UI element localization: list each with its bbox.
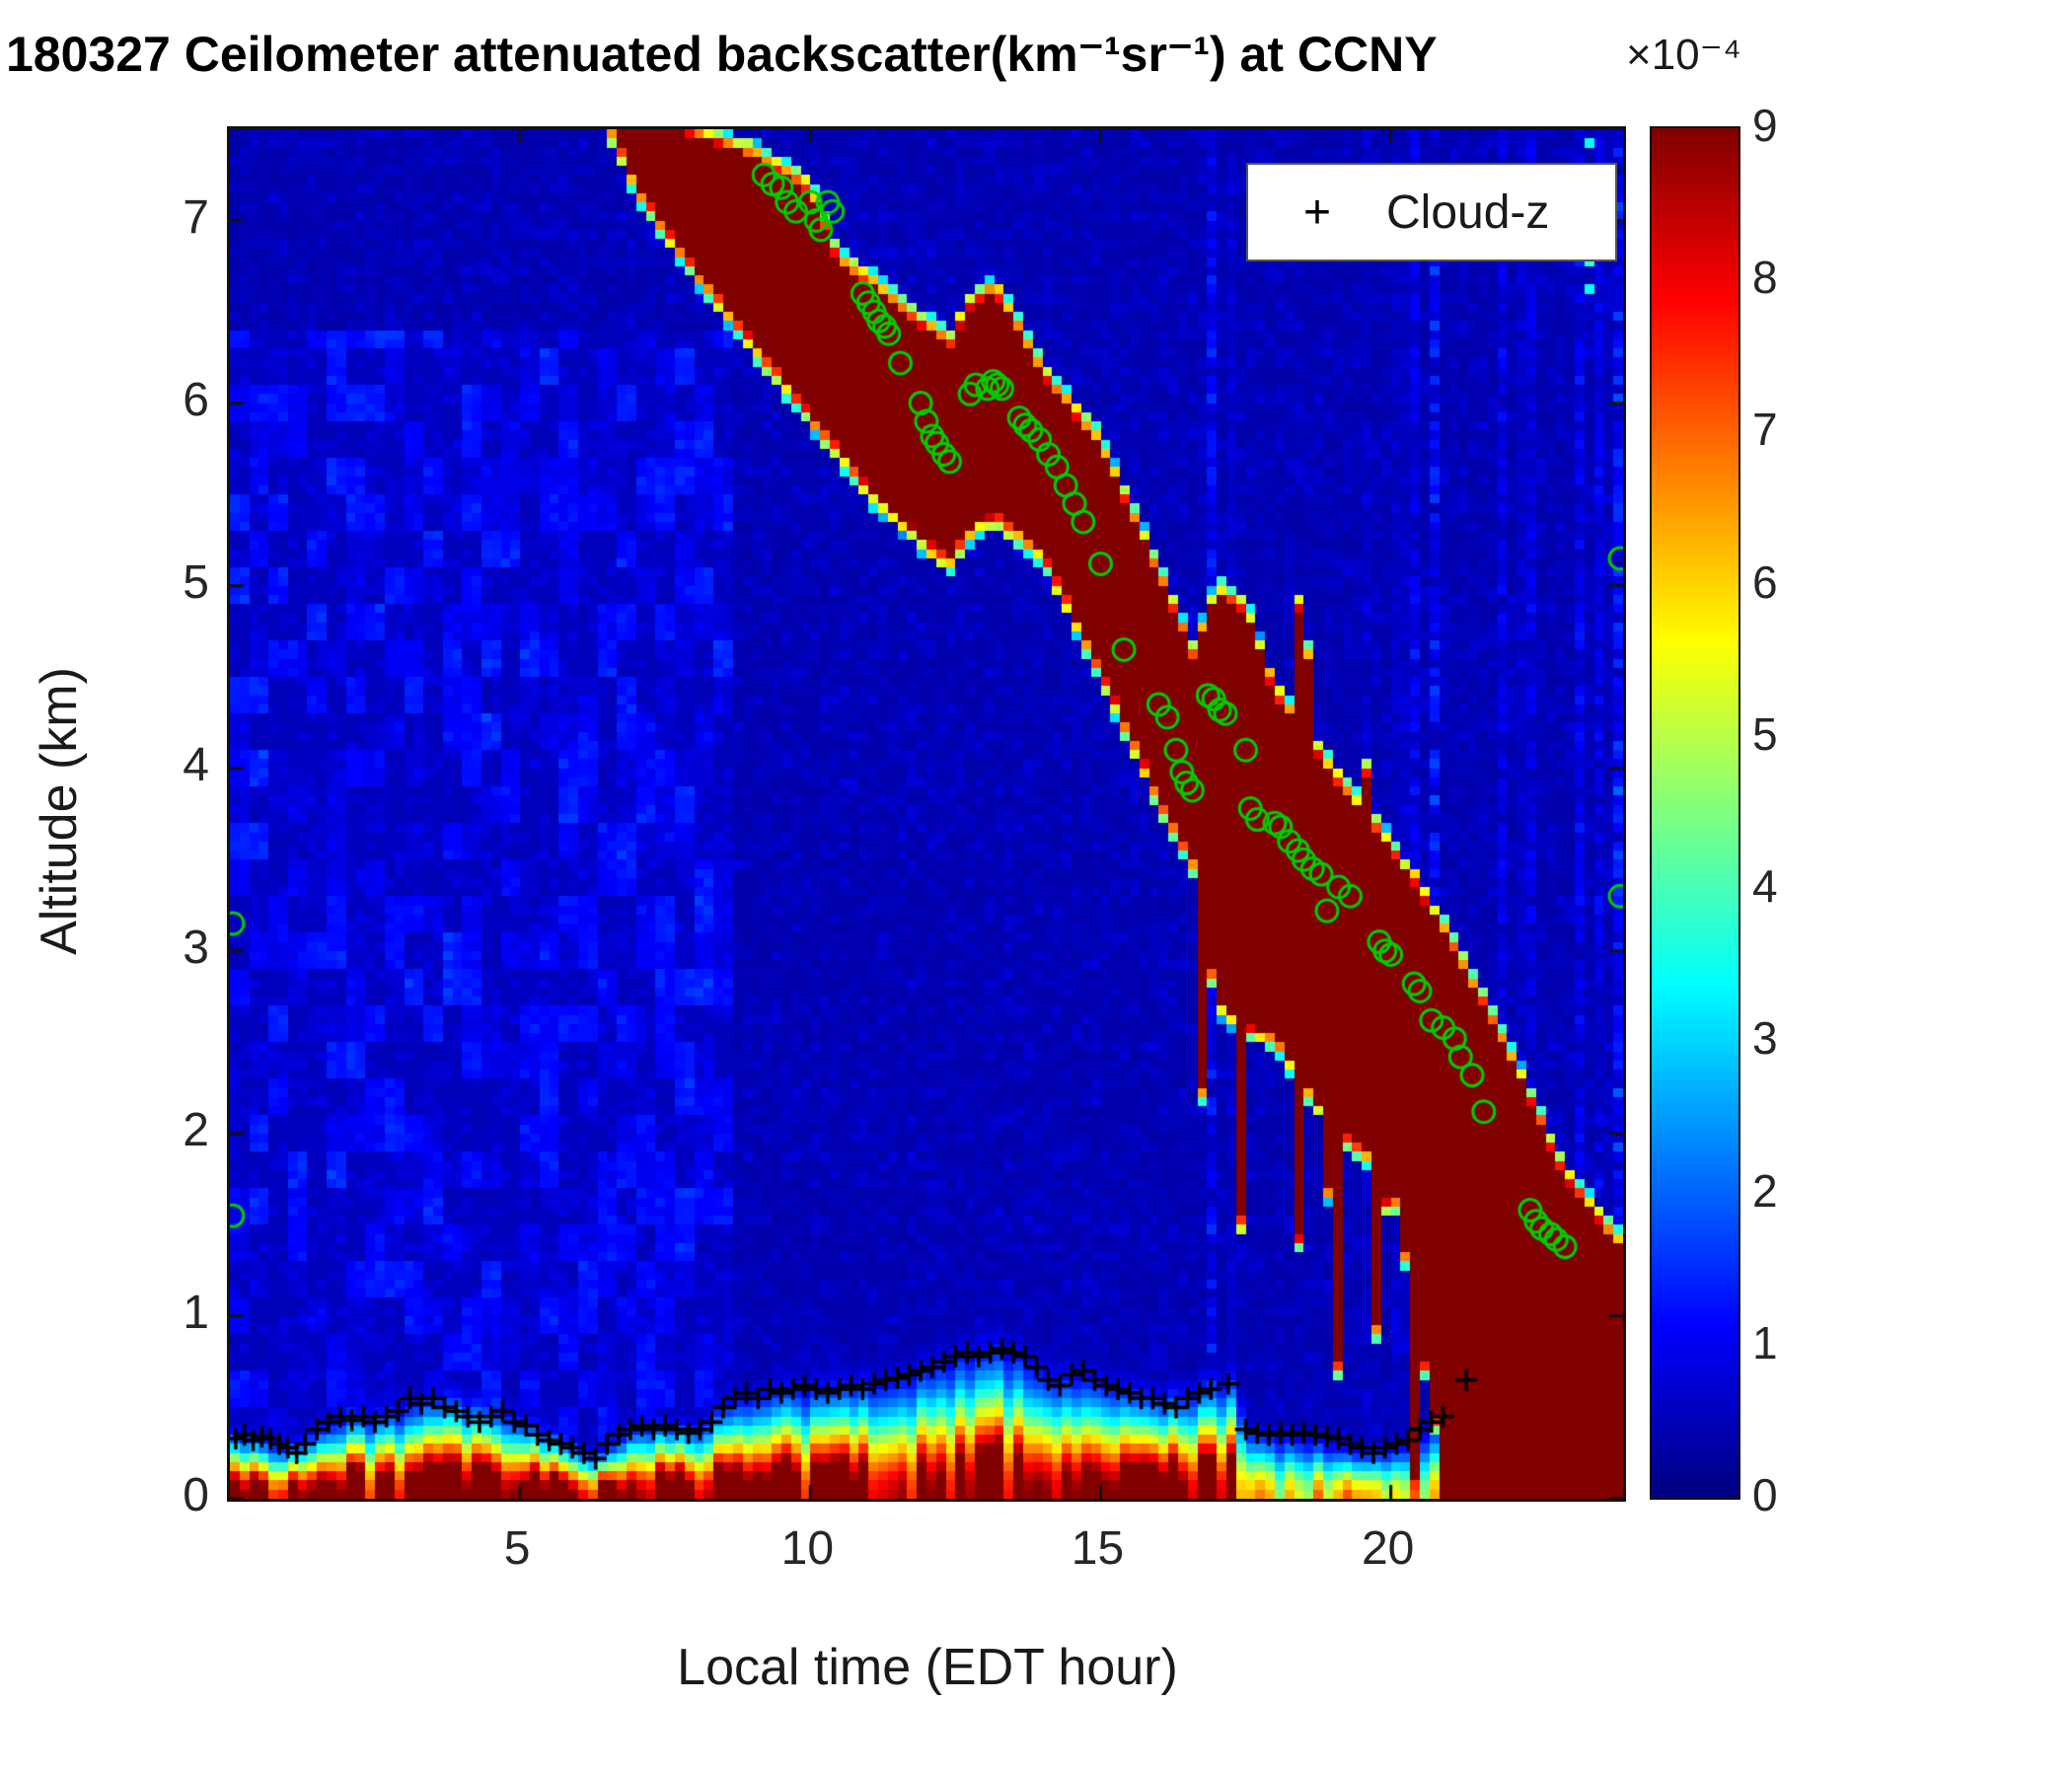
heatmap-canvas bbox=[230, 129, 1623, 1499]
legend-label: Cloud-z bbox=[1386, 185, 1550, 239]
y-tick-label: 1 bbox=[183, 1286, 209, 1339]
legend-plus-marker-icon: + bbox=[1302, 185, 1332, 239]
y-tick-label: 2 bbox=[183, 1103, 209, 1156]
colorbar-tick-label: 0 bbox=[1752, 1469, 1778, 1520]
legend: + Cloud-z bbox=[1246, 163, 1617, 261]
colorbar-tick-label: 5 bbox=[1752, 707, 1778, 760]
plot-area: + Cloud-z bbox=[227, 126, 1626, 1502]
y-tick-label: 6 bbox=[183, 373, 209, 426]
x-tick-label: 10 bbox=[780, 1522, 835, 1575]
colorbar-tick-label: 6 bbox=[1752, 555, 1778, 608]
colorbar-tick-label: 8 bbox=[1752, 252, 1778, 304]
colorbar-tick-label: 3 bbox=[1752, 1012, 1778, 1065]
colorbar-tick-label: 2 bbox=[1752, 1164, 1778, 1217]
colorbar-tick-label: 9 bbox=[1752, 100, 1778, 151]
y-tick-label: 0 bbox=[183, 1469, 209, 1521]
x-tick-label: 5 bbox=[503, 1522, 531, 1575]
colorbar-tick-label: 7 bbox=[1752, 404, 1778, 456]
colorbar-scale-label: ×10⁻⁴ bbox=[1626, 31, 1741, 79]
y-tick-label: 7 bbox=[183, 190, 209, 244]
x-tick-label: 20 bbox=[1361, 1522, 1415, 1575]
colorbar-canvas bbox=[1652, 128, 1739, 1498]
chart-title: 180327 Ceilometer attenuated backscatter… bbox=[6, 27, 1438, 82]
x-tick-label: 15 bbox=[1071, 1522, 1125, 1575]
colorbar-tick-label: 1 bbox=[1752, 1316, 1778, 1369]
colorbar bbox=[1650, 126, 1740, 1500]
colorbar-tick-label: 4 bbox=[1752, 860, 1778, 913]
y-tick-label: 5 bbox=[183, 555, 209, 609]
y-tick-label: 3 bbox=[183, 921, 209, 974]
x-axis-label: Local time (EDT hour) bbox=[677, 1639, 1178, 1696]
y-tick-label: 4 bbox=[183, 738, 209, 791]
